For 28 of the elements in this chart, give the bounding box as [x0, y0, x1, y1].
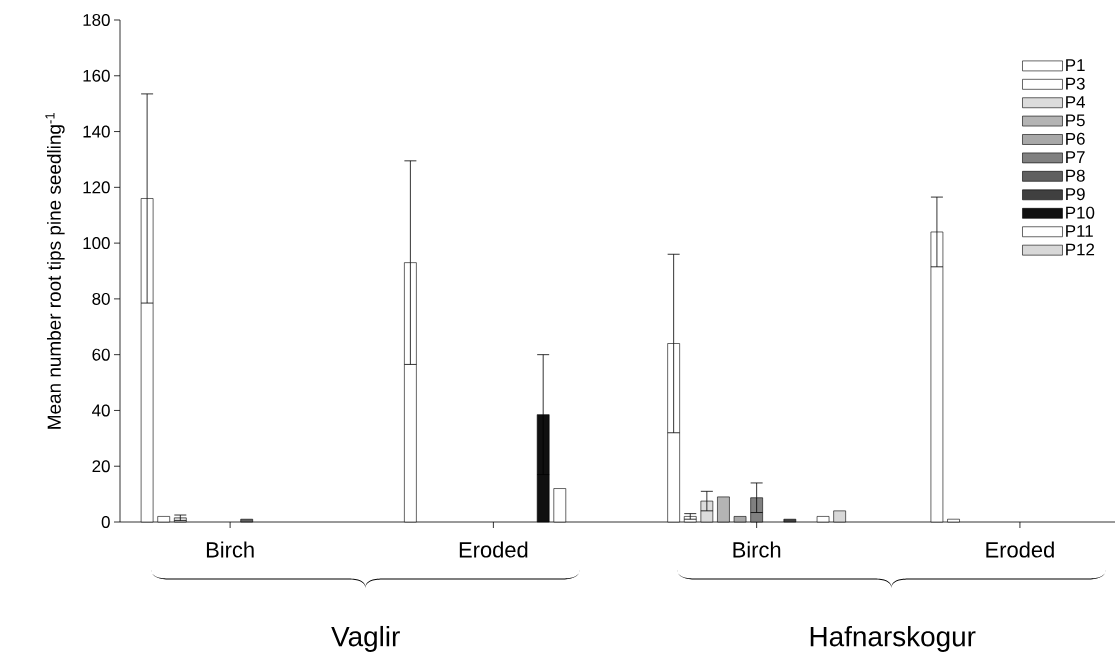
x-tick-label: Birch [206, 541, 254, 558]
text: Vaglir [331, 625, 400, 652]
x-tick-label: Eroded [986, 541, 1054, 558]
legend-label: P6 [1066, 132, 1085, 145]
x-tick-label: Eroded [459, 541, 528, 558]
legend-label: P12 [1066, 243, 1095, 256]
y-tick-label: 40 [92, 404, 110, 417]
y-tick-label: 80 [92, 292, 110, 305]
legend-label: P11 [1066, 225, 1093, 237]
y-tick-label: 120 [83, 181, 110, 194]
y-tick-label: 60 [92, 348, 110, 361]
y-tick-label: 140 [83, 125, 110, 138]
y-tick-label: 160 [83, 69, 110, 82]
y-tick-label: 180 [83, 14, 110, 26]
legend-label: P7 [1066, 151, 1085, 163]
y-tick-label: 0 [101, 516, 110, 528]
x-tick-label: Birch [733, 541, 781, 558]
legend-label: P10 [1066, 206, 1095, 219]
y-tick-label: 100 [83, 237, 110, 250]
legend-label: P3 [1066, 77, 1085, 90]
legend-label: P8 [1066, 169, 1085, 182]
legend-label: P5 [1066, 114, 1085, 127]
y-axis-title: Mean number root tips pine seedling$^{-1}$ [45, 112, 65, 429]
legend-label: P9 [1066, 188, 1085, 201]
legend-label: P4 [1066, 96, 1085, 108]
y-tick-label: 20 [92, 460, 110, 473]
legend-label: P1 [1066, 59, 1085, 71]
text: Hafnarskogur [810, 625, 976, 652]
